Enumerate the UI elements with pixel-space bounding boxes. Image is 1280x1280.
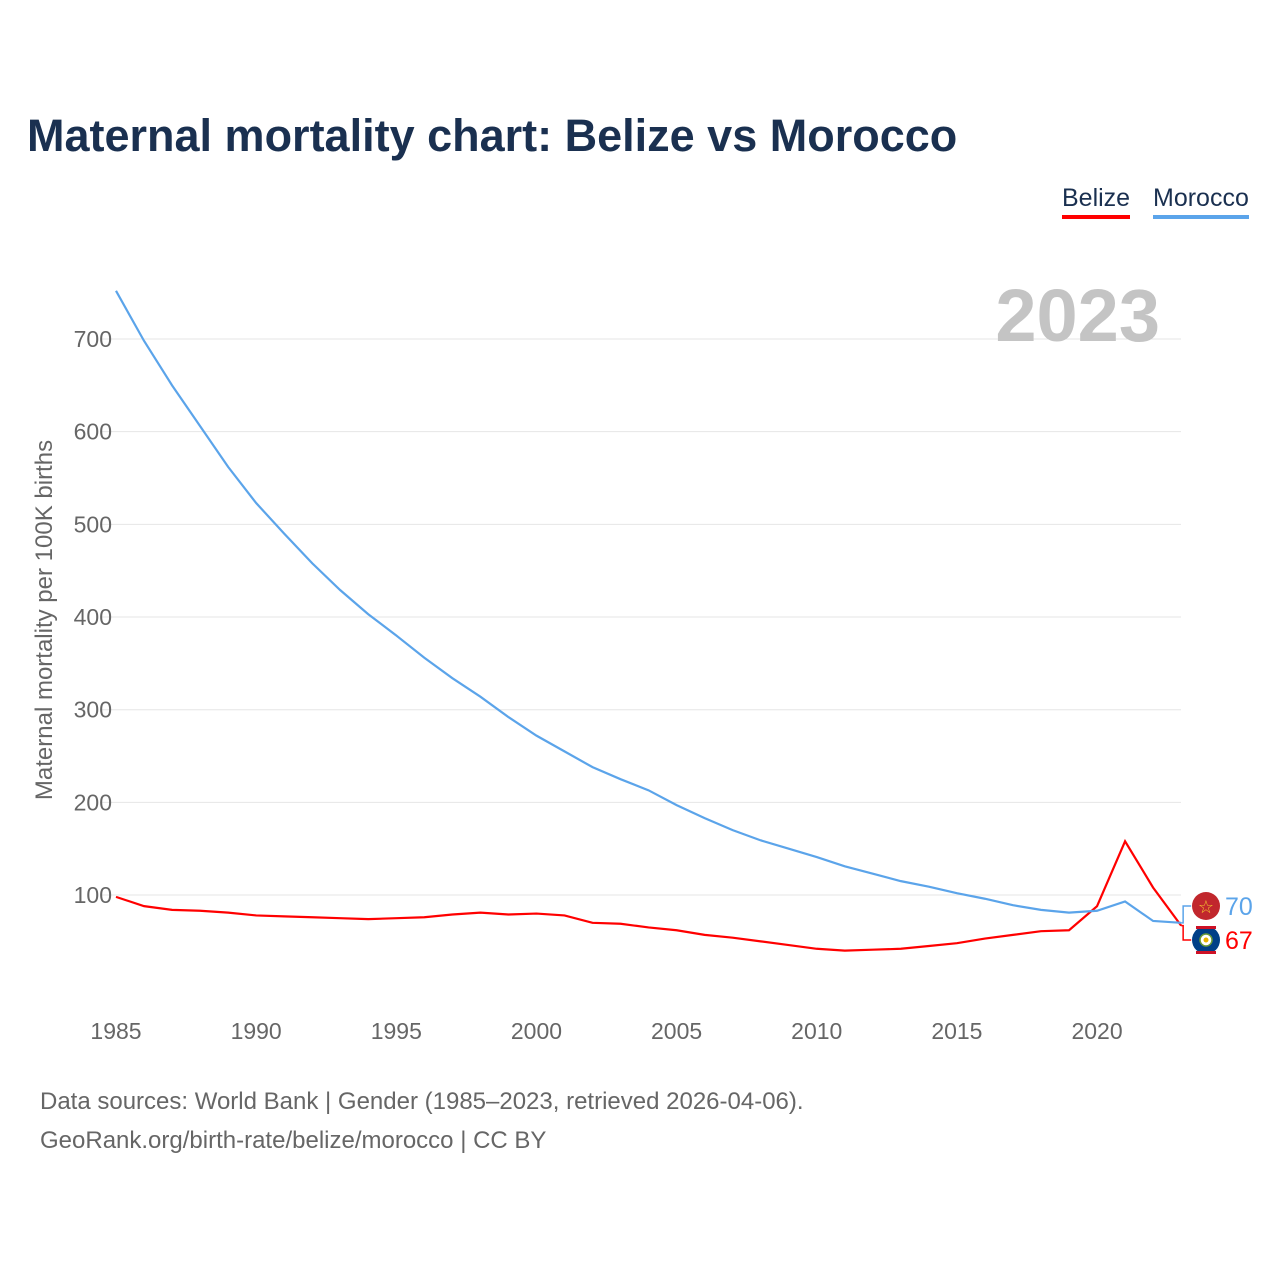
x-tick-label: 2015 <box>931 1018 982 1044</box>
y-tick-label: 500 <box>74 511 112 537</box>
x-tick-label: 1990 <box>231 1018 282 1044</box>
end-connector <box>1181 905 1192 924</box>
svg-text:☆: ☆ <box>1198 897 1214 918</box>
y-tick-label: 600 <box>74 419 112 445</box>
y-axis-label: Maternal mortality per 100K births <box>31 440 58 800</box>
series-line-morocco <box>115 290 1182 924</box>
belize-flag-icon <box>1192 926 1220 954</box>
y-tick-label: 400 <box>74 604 112 630</box>
end-value-morocco: 70 <box>1225 893 1253 921</box>
x-tick-label: 2000 <box>511 1018 562 1044</box>
y-tick-label: 200 <box>74 789 112 815</box>
y-tick-label: 300 <box>74 697 112 723</box>
x-tick-label: 2005 <box>651 1018 702 1044</box>
series-line-belize <box>115 838 1183 952</box>
x-tick-label: 1995 <box>371 1018 422 1044</box>
data-source: Data sources: World Bank | Gender (1985–… <box>40 1088 804 1115</box>
end-connector <box>1181 924 1192 941</box>
source-link[interactable]: GeoRank.org/birth-rate/belize/morocco | … <box>40 1127 547 1154</box>
x-tick-label: 2010 <box>791 1018 842 1044</box>
morocco-flag-icon: ☆ <box>1192 892 1220 920</box>
y-tick-label: 100 <box>74 882 112 908</box>
end-value-belize: 67 <box>1225 927 1253 955</box>
legend-morocco[interactable]: Morocco <box>1153 184 1249 219</box>
x-tick-label: 1985 <box>90 1018 141 1044</box>
chart-title: Maternal mortality chart: Belize vs Moro… <box>27 110 958 161</box>
x-tick-label: 2020 <box>1071 1018 1122 1044</box>
year-label: 2023 <box>995 274 1160 357</box>
legend-belize[interactable]: Belize <box>1062 184 1131 219</box>
y-tick-label: 700 <box>74 326 112 352</box>
